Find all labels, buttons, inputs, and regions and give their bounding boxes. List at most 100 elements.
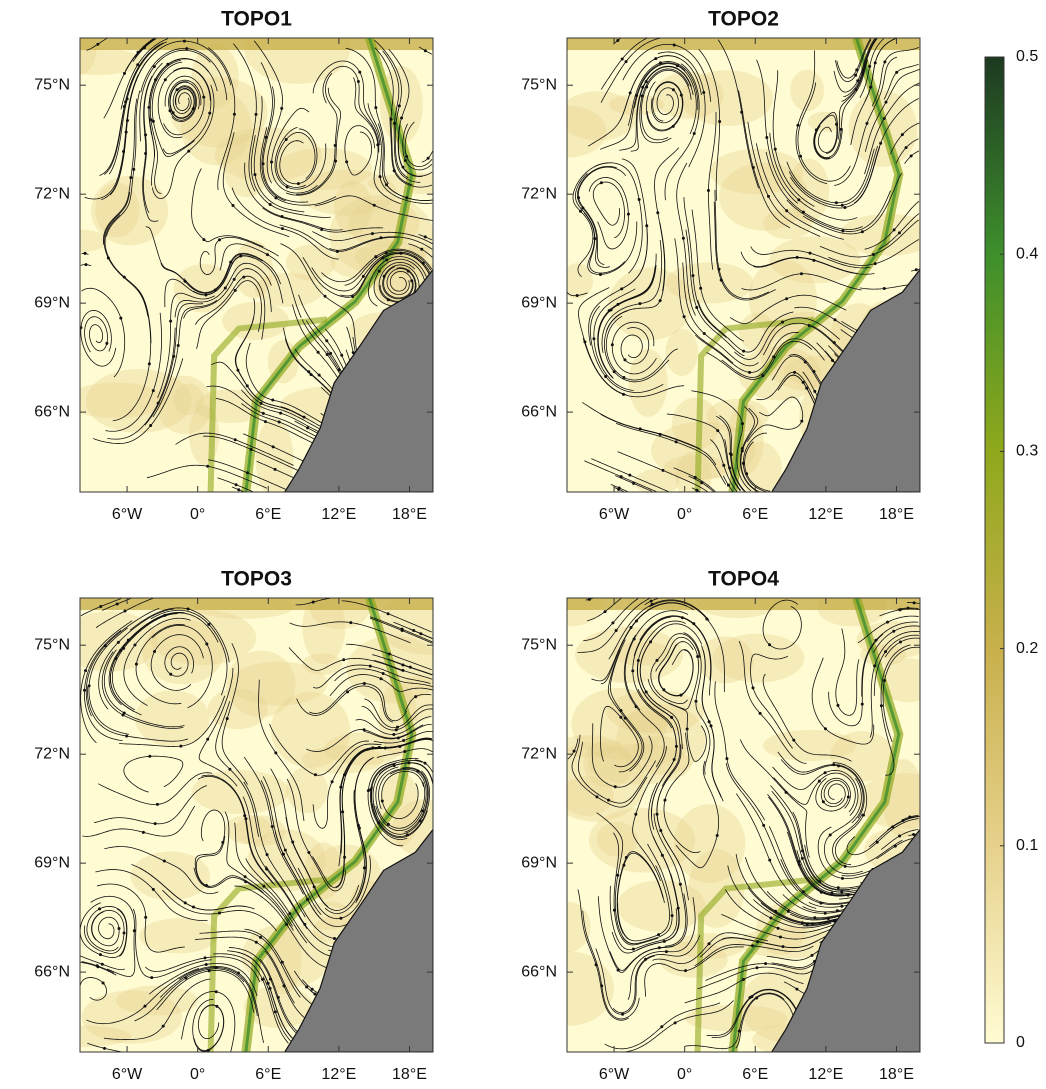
flow-arrow bbox=[99, 953, 102, 956]
panel-title: TOPO2 bbox=[708, 8, 779, 31]
flow-arrow bbox=[787, 910, 790, 913]
flow-arrow bbox=[208, 112, 211, 115]
flow-arrow bbox=[645, 224, 648, 227]
flow-arrow bbox=[844, 206, 847, 209]
x-tick-label: 6°E bbox=[742, 1066, 768, 1083]
flow-arrow bbox=[730, 453, 733, 456]
flow-arrow bbox=[801, 857, 804, 860]
flow-arrow bbox=[861, 230, 864, 233]
flow-arrow bbox=[396, 726, 399, 729]
flow-arrow bbox=[163, 860, 166, 863]
flow-arrow bbox=[338, 368, 341, 371]
flow-arrow bbox=[233, 113, 236, 116]
flow-arrow bbox=[202, 96, 205, 99]
flow-arrow bbox=[314, 773, 317, 776]
flow-arrow bbox=[767, 195, 770, 198]
flow-arrow bbox=[281, 227, 284, 230]
flow-arrow bbox=[135, 663, 138, 666]
flow-arrow bbox=[658, 946, 661, 949]
flow-arrow bbox=[234, 289, 237, 292]
flow-arrow bbox=[424, 49, 427, 52]
flow-arrow bbox=[103, 1047, 106, 1050]
flow-arrow bbox=[796, 256, 799, 259]
y-tick-label: 72°N bbox=[521, 745, 557, 762]
flow-arrow bbox=[152, 888, 155, 891]
flow-arrow bbox=[242, 276, 245, 279]
flow-arrow bbox=[244, 875, 247, 878]
flow-arrow bbox=[682, 237, 685, 240]
flow-arrow bbox=[684, 969, 687, 972]
flow-arrow bbox=[274, 468, 277, 471]
flow-arrow bbox=[670, 716, 673, 719]
flow-arrow bbox=[854, 74, 857, 77]
flow-arrow bbox=[318, 374, 321, 377]
flow-arrow bbox=[96, 43, 99, 46]
flow-arrow bbox=[122, 647, 125, 650]
flow-arrow bbox=[343, 856, 346, 859]
flow-arrow bbox=[741, 449, 744, 452]
flow-arrow bbox=[262, 412, 265, 415]
y-tick-label: 75°N bbox=[34, 636, 70, 653]
flow-arrow bbox=[616, 39, 619, 42]
flow-arrow bbox=[149, 424, 152, 427]
flow-arrow bbox=[840, 128, 843, 131]
flow-arrow bbox=[659, 61, 662, 64]
x-tick-label: 6°E bbox=[255, 1066, 281, 1083]
flow-arrow bbox=[264, 420, 267, 423]
flow-arrow bbox=[184, 977, 187, 980]
flow-arrow bbox=[288, 912, 291, 915]
flow-arrow bbox=[234, 438, 237, 441]
flow-arrow bbox=[187, 150, 190, 153]
flow-arrow bbox=[169, 673, 172, 676]
flow-arrow bbox=[154, 78, 157, 81]
flow-arrow bbox=[902, 819, 905, 822]
flow-arrow bbox=[893, 228, 896, 231]
flow-arrow bbox=[694, 476, 697, 479]
flow-arrow bbox=[841, 877, 844, 880]
figure: TOPO16°W0°6°E12°E18°E66°N69°N72°N75°NTOP… bbox=[0, 0, 1046, 1089]
flow-arrow bbox=[419, 632, 422, 635]
flow-arrow bbox=[593, 237, 596, 240]
flow-arrow bbox=[693, 132, 696, 135]
speed-shade bbox=[135, 690, 210, 746]
x-tick-label: 18°E bbox=[879, 506, 914, 523]
flow-arrow bbox=[84, 669, 87, 672]
flow-arrow bbox=[768, 859, 771, 862]
flow-arrow bbox=[278, 421, 281, 424]
flow-arrow bbox=[832, 763, 835, 766]
flow-arrow bbox=[833, 318, 836, 321]
flow-arrow bbox=[638, 198, 641, 201]
speed-shade bbox=[234, 240, 273, 298]
top-band bbox=[567, 38, 920, 50]
flow-arrow bbox=[398, 104, 401, 107]
map-panel bbox=[521, 577, 954, 1057]
flow-arrow bbox=[604, 610, 607, 613]
x-tick-label: 18°E bbox=[392, 1066, 427, 1083]
flow-arrow bbox=[573, 750, 576, 753]
flow-arrow bbox=[769, 917, 772, 920]
flow-arrow bbox=[143, 1005, 146, 1008]
x-tick-label: 12°E bbox=[321, 506, 356, 523]
flow-arrow bbox=[424, 235, 427, 238]
flow-arrow bbox=[799, 155, 802, 158]
x-tick-label: 12°E bbox=[808, 1066, 843, 1083]
flow-arrow bbox=[649, 640, 652, 643]
flow-arrow bbox=[204, 956, 207, 959]
flow-arrow bbox=[133, 644, 136, 647]
y-tick-label: 75°N bbox=[521, 76, 557, 93]
flow-arrow bbox=[819, 902, 822, 905]
flow-arrow bbox=[638, 302, 641, 305]
flow-arrow bbox=[310, 373, 313, 376]
flow-arrow bbox=[279, 412, 282, 415]
flow-arrow bbox=[215, 990, 218, 993]
flow-arrow bbox=[183, 40, 186, 43]
y-tick-label: 72°N bbox=[34, 185, 70, 202]
flow-arrow bbox=[202, 238, 205, 241]
flow-arrow bbox=[835, 123, 838, 126]
flow-arrow bbox=[317, 351, 320, 354]
y-tick-label: 66°N bbox=[34, 963, 70, 980]
flow-arrow bbox=[695, 700, 698, 703]
flow-arrow bbox=[841, 229, 844, 232]
x-tick-label: 18°E bbox=[879, 1066, 914, 1083]
flow-arrow bbox=[611, 621, 614, 624]
